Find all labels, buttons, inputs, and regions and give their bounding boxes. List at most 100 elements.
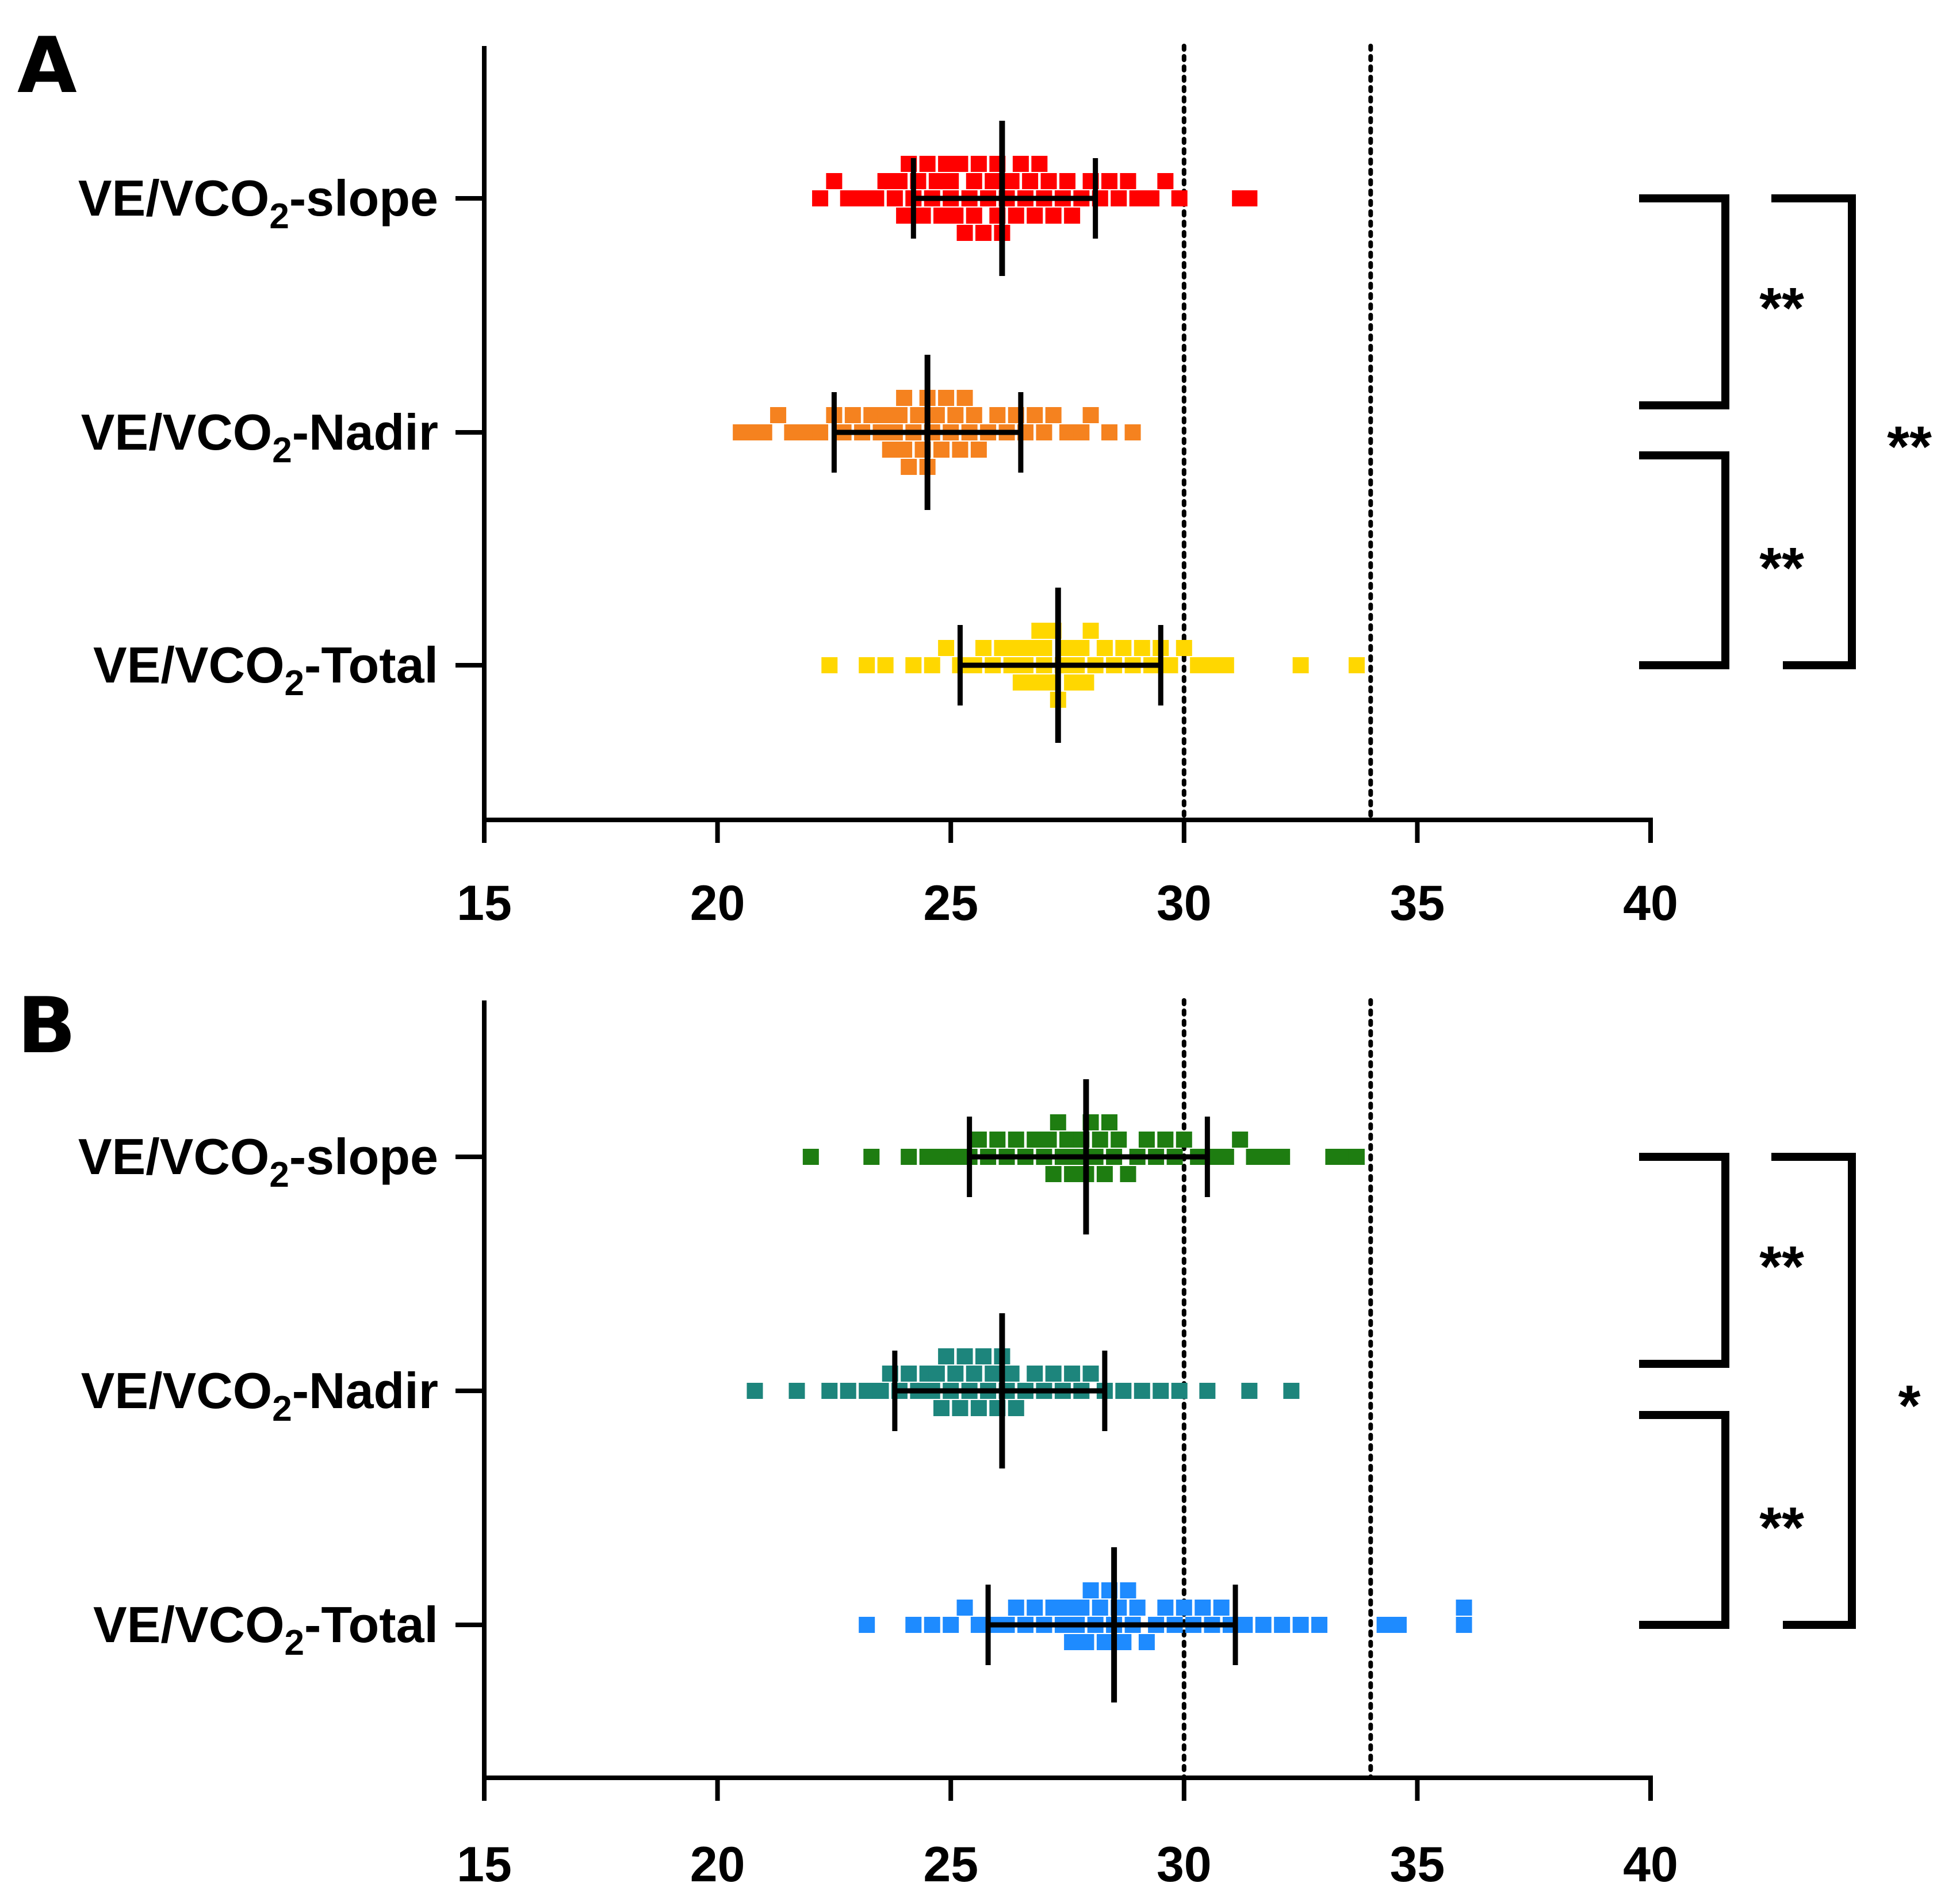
- data-point: [1040, 173, 1057, 189]
- x-tick-label: 15: [457, 876, 512, 931]
- data-point: [1176, 640, 1192, 656]
- data-point: [1082, 1582, 1099, 1598]
- data-point: [952, 1400, 968, 1416]
- data-point: [1096, 1634, 1113, 1650]
- data-point: [802, 1149, 819, 1165]
- significance-label: **: [1759, 1495, 1804, 1560]
- data-point: [905, 657, 922, 673]
- data-point: [1115, 1634, 1132, 1650]
- data-point: [1050, 1114, 1066, 1130]
- data-point: [1045, 1600, 1062, 1616]
- data-point: [1008, 1600, 1024, 1616]
- data-point: [1027, 1132, 1043, 1148]
- data-point: [863, 1149, 880, 1165]
- data-point: [1138, 1132, 1155, 1148]
- data-point: [1027, 208, 1043, 224]
- data-point: [1274, 1617, 1291, 1633]
- data-point: [1111, 190, 1127, 206]
- data-point: [1190, 657, 1207, 673]
- data-point: [1040, 1132, 1057, 1148]
- data-point: [1003, 173, 1020, 189]
- data-point: [1456, 1617, 1472, 1633]
- data-point: [821, 1383, 838, 1399]
- data-point: [1045, 1366, 1062, 1382]
- category-label: VE/VCO2-Total: [93, 636, 438, 703]
- data-point: [1120, 1166, 1136, 1182]
- data-point: [1348, 657, 1365, 673]
- category-label: VE/VCO2-Nadir: [81, 1362, 438, 1429]
- data-point: [910, 407, 927, 423]
- data-point: [970, 156, 987, 172]
- data-point: [812, 424, 829, 440]
- data-point: [872, 1383, 889, 1399]
- data-point: [1153, 1383, 1169, 1399]
- data-point: [1031, 623, 1048, 639]
- data-point: [1157, 1600, 1174, 1616]
- data-point: [1064, 1166, 1081, 1182]
- data-point: [1176, 1132, 1192, 1148]
- x-tick-label: 35: [1390, 876, 1445, 931]
- data-point: [1171, 190, 1188, 206]
- data-point: [1241, 1383, 1258, 1399]
- data-point: [938, 640, 955, 656]
- data-point: [966, 208, 982, 224]
- data-point: [1064, 674, 1081, 691]
- data-point: [975, 1348, 992, 1364]
- data-point: [1059, 640, 1075, 656]
- data-point: [1218, 657, 1234, 673]
- data-point: [1157, 1132, 1174, 1148]
- data-point: [1059, 1600, 1075, 1616]
- x-tick-label: 20: [690, 876, 745, 931]
- data-point: [947, 1366, 964, 1382]
- data-point: [1138, 1634, 1155, 1650]
- data-point: [1036, 424, 1052, 440]
- data-point: [966, 1366, 982, 1382]
- data-point: [933, 208, 950, 224]
- data-point: [1092, 1600, 1108, 1616]
- data-point: [952, 442, 968, 458]
- category-label: VE/VCO2-Total: [93, 1596, 438, 1663]
- data-point: [840, 190, 856, 206]
- data-point: [1246, 1149, 1262, 1165]
- data-point: [854, 190, 871, 206]
- data-point: [928, 407, 945, 423]
- data-point: [1120, 1582, 1136, 1598]
- data-point: [1325, 1149, 1342, 1165]
- panel-letter: A: [17, 21, 77, 110]
- data-point: [859, 1617, 875, 1633]
- data-point: [928, 1366, 945, 1382]
- data-point: [933, 1400, 950, 1416]
- data-point: [1082, 1366, 1099, 1382]
- data-point: [844, 407, 861, 423]
- data-point: [733, 424, 749, 440]
- data-point: [877, 407, 894, 423]
- x-tick-label: 30: [1157, 876, 1212, 931]
- data-point: [1129, 190, 1146, 206]
- data-point: [1027, 674, 1043, 691]
- data-point: [1082, 407, 1099, 423]
- x-tick-label: 20: [690, 1837, 745, 1892]
- data-point: [1134, 640, 1150, 656]
- data-point: [756, 424, 772, 440]
- category-label: VE/VCO2-slope: [78, 1128, 438, 1195]
- data-point: [994, 640, 1010, 656]
- data-point: [1064, 1366, 1081, 1382]
- data-point: [1040, 674, 1057, 691]
- data-point: [859, 657, 875, 673]
- data-point: [1195, 1600, 1211, 1616]
- data-point: [877, 657, 894, 673]
- data-point: [914, 208, 931, 224]
- category-label: VE/VCO2-slope: [78, 170, 438, 236]
- data-point: [1092, 1132, 1108, 1148]
- data-point: [1120, 173, 1136, 189]
- data-point: [1456, 1600, 1472, 1616]
- data-point: [747, 1383, 763, 1399]
- data-point: [1283, 1383, 1300, 1399]
- data-point: [943, 173, 959, 189]
- data-point: [1218, 1149, 1234, 1165]
- data-point: [1274, 1149, 1291, 1165]
- significance-bracket: [1771, 1153, 1856, 1629]
- data-point: [989, 1132, 1006, 1148]
- data-point: [1078, 674, 1094, 691]
